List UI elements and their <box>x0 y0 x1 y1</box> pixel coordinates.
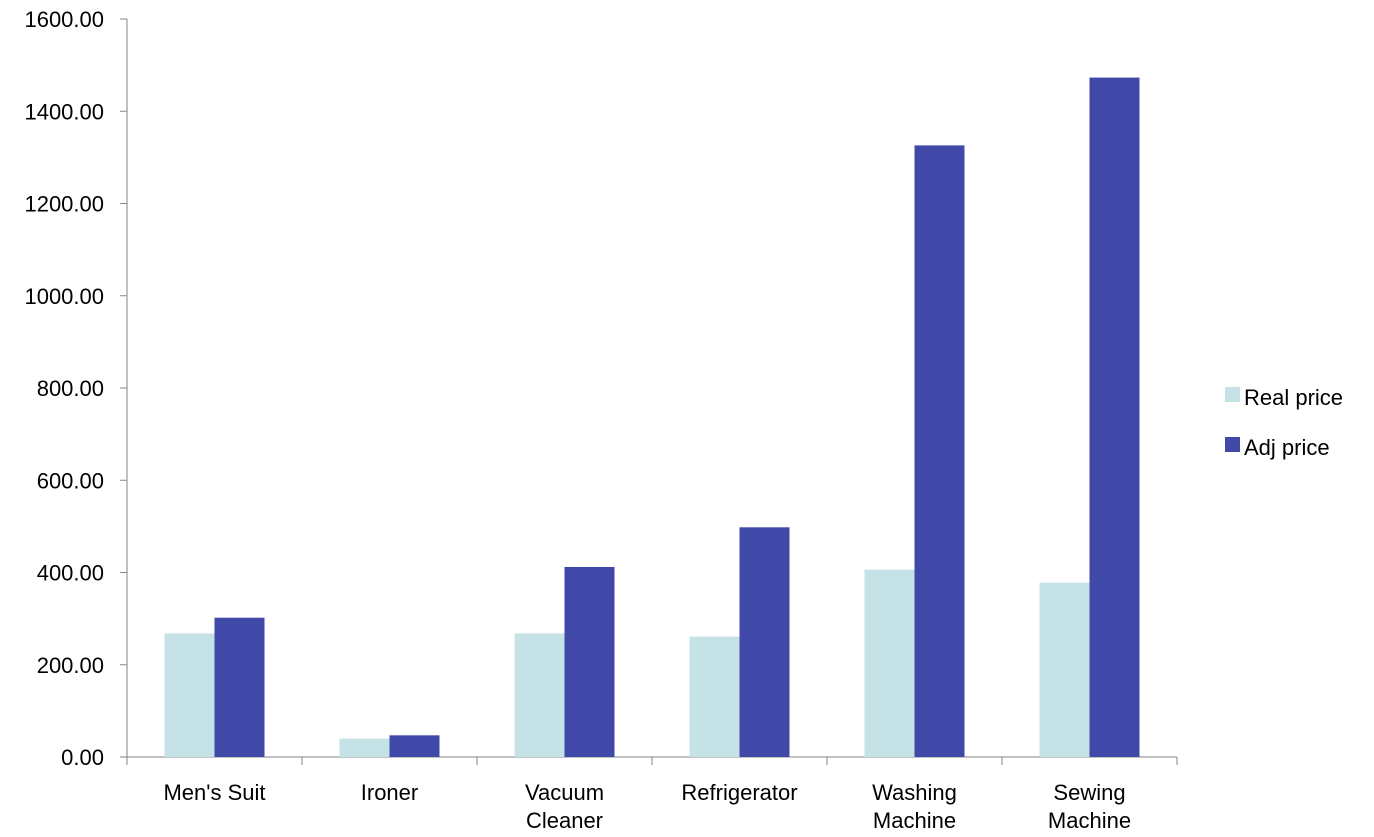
y-tick-label: 1600.00 <box>24 7 104 32</box>
bar-real-price <box>1039 582 1090 757</box>
x-category-label-line: Vacuum <box>525 780 604 805</box>
y-tick-label: 1200.00 <box>24 192 104 217</box>
bar-adj-price <box>1089 77 1140 758</box>
legend-swatch-adj-price <box>1225 437 1240 452</box>
y-tick-label: 0.00 <box>61 745 104 770</box>
bar-adj-price <box>214 617 265 757</box>
bar-adj-price <box>564 566 615 757</box>
y-axis: 0.00 200.00 400.00 600.00 800.00 1000.00 1200.… <box>24 7 128 770</box>
y-tick-label: 600.00 <box>37 468 104 493</box>
bar-real-price <box>864 569 915 757</box>
bar-adj-price <box>914 145 965 757</box>
y-tick-label: 400.00 <box>37 561 104 586</box>
y-tick-label: 800.00 <box>37 376 104 401</box>
bar-real-price <box>339 738 390 757</box>
x-category-label-line: Sewing <box>1053 780 1125 805</box>
x-axis: Men's Suit Ironer Vacuum Cleaner Refrigerato… <box>126 756 1178 833</box>
x-category-label-line: Machine <box>873 808 956 833</box>
x-category-label: Men's Suit <box>163 780 265 805</box>
x-category-label: Washing Machine <box>872 780 957 833</box>
bars <box>164 77 1140 758</box>
bar-real-price <box>514 633 565 757</box>
y-tick-label: 200.00 <box>37 653 104 678</box>
bar-adj-price <box>389 735 440 757</box>
x-category-label-line: Ironer <box>361 780 418 805</box>
y-tick-label: 1400.00 <box>24 99 104 124</box>
y-tick-label: 1000.00 <box>24 284 104 309</box>
bar-real-price <box>689 636 740 757</box>
x-category-label: Refrigerator <box>681 780 797 805</box>
x-category-label: Sewing Machine <box>1048 780 1131 833</box>
x-category-label-line: Refrigerator <box>681 780 797 805</box>
x-category-label-line: Machine <box>1048 808 1131 833</box>
legend-swatch-real-price <box>1225 387 1240 402</box>
legend-label-adj-price: Adj price <box>1244 435 1330 460</box>
x-category-label: Vacuum Cleaner <box>525 780 604 833</box>
legend: Real price Adj price <box>1225 385 1343 460</box>
legend-label-real-price: Real price <box>1244 385 1343 410</box>
x-category-label: Ironer <box>361 780 418 805</box>
bar-real-price <box>164 633 215 757</box>
x-category-label-line: Cleaner <box>526 808 603 833</box>
bar-adj-price <box>739 527 790 757</box>
x-category-label-line: Washing <box>872 780 957 805</box>
x-category-label-line: Men's Suit <box>163 780 265 805</box>
